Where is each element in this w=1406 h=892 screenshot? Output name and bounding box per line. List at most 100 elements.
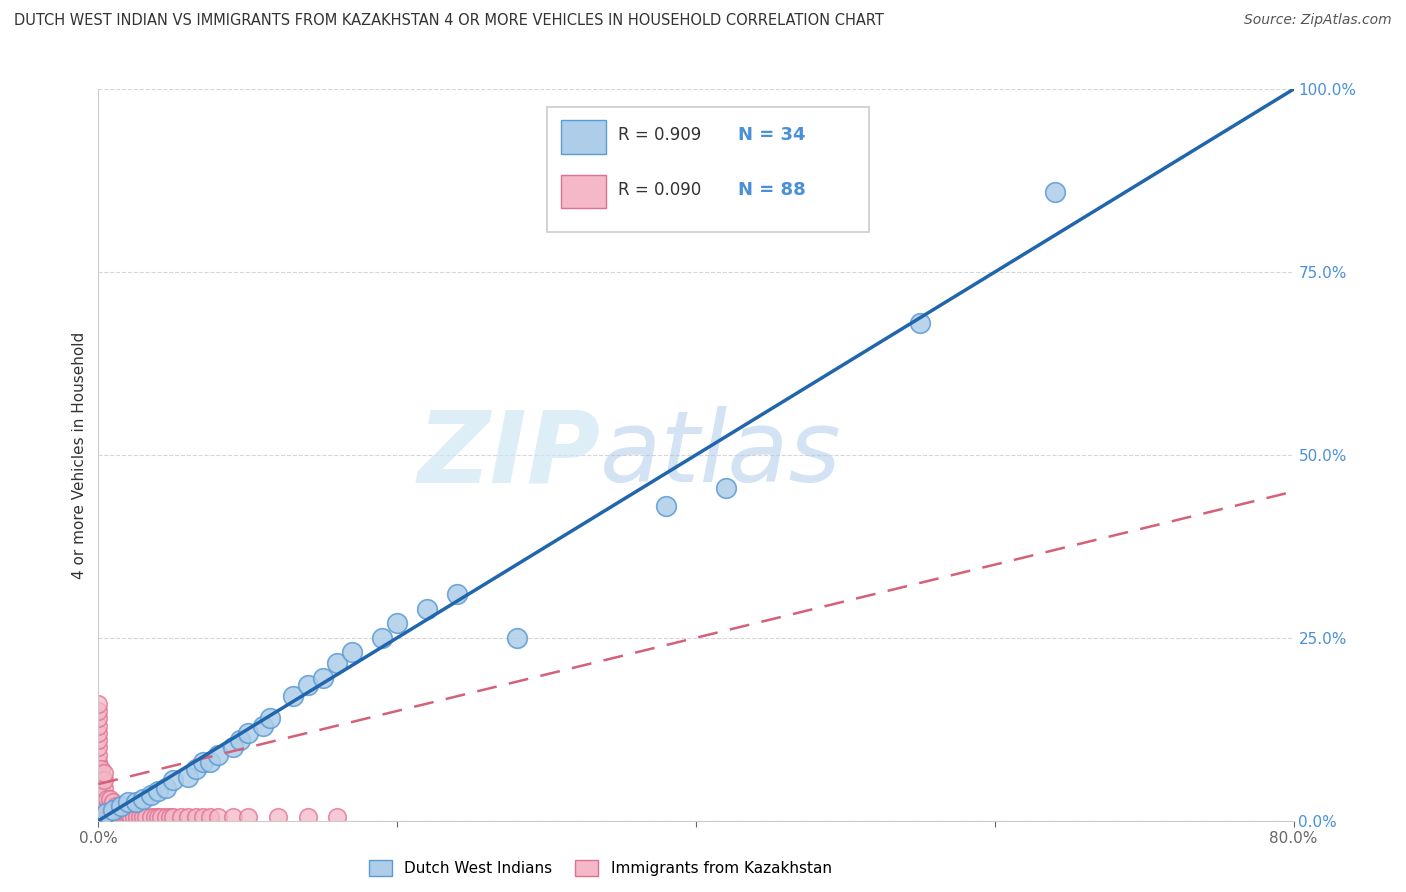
Point xyxy=(297,678,319,692)
Point xyxy=(87,770,110,784)
Point xyxy=(90,799,112,814)
Point xyxy=(155,810,177,824)
Point xyxy=(385,616,409,631)
Point xyxy=(87,711,110,725)
Point xyxy=(446,587,468,601)
Point xyxy=(103,803,125,817)
Point xyxy=(120,810,142,824)
Point xyxy=(105,810,128,824)
Point xyxy=(416,601,439,615)
FancyBboxPatch shape xyxy=(561,175,606,209)
Point xyxy=(90,791,112,805)
Point xyxy=(200,755,222,769)
Point xyxy=(162,810,184,824)
Point xyxy=(506,631,529,645)
Point xyxy=(129,810,152,824)
Point xyxy=(124,810,146,824)
Point xyxy=(714,481,737,495)
Text: R = 0.090: R = 0.090 xyxy=(619,181,702,199)
Point xyxy=(326,810,349,824)
Point xyxy=(655,499,678,513)
Point xyxy=(222,740,245,755)
Point xyxy=(139,810,162,824)
Point xyxy=(169,810,191,824)
Point xyxy=(150,810,173,824)
Point xyxy=(207,810,229,824)
Point xyxy=(281,690,304,704)
Point xyxy=(90,777,112,791)
Y-axis label: 4 or more Vehicles in Household: 4 or more Vehicles in Household xyxy=(72,331,87,579)
Point xyxy=(93,796,115,810)
Point xyxy=(93,810,115,824)
Point xyxy=(229,733,252,747)
Point xyxy=(191,755,214,769)
Point xyxy=(90,810,112,824)
Point xyxy=(87,799,110,814)
Point xyxy=(93,791,115,805)
Point xyxy=(111,806,134,821)
Point xyxy=(103,806,125,821)
Point xyxy=(125,796,148,810)
Point xyxy=(93,803,115,817)
Text: DUTCH WEST INDIAN VS IMMIGRANTS FROM KAZAKHSTAN 4 OR MORE VEHICLES IN HOUSEHOLD : DUTCH WEST INDIAN VS IMMIGRANTS FROM KAZ… xyxy=(14,13,884,29)
Point xyxy=(200,810,222,824)
Point xyxy=(87,740,110,755)
Text: N = 34: N = 34 xyxy=(738,127,806,145)
Point xyxy=(236,726,259,740)
Point xyxy=(87,791,110,805)
Point xyxy=(908,316,931,330)
Point xyxy=(93,766,115,780)
Point xyxy=(87,733,110,747)
Point xyxy=(1043,185,1066,199)
FancyBboxPatch shape xyxy=(561,120,606,153)
Point xyxy=(371,631,394,645)
Point xyxy=(96,791,118,805)
Text: N = 88: N = 88 xyxy=(738,181,806,199)
Point xyxy=(111,810,134,824)
Point xyxy=(108,810,131,824)
Point xyxy=(117,796,139,810)
Legend: Dutch West Indians, Immigrants from Kazakhstan: Dutch West Indians, Immigrants from Kaza… xyxy=(363,855,838,882)
Point xyxy=(87,704,110,718)
Point xyxy=(87,777,110,791)
Point xyxy=(87,788,110,802)
Point xyxy=(87,755,110,769)
Point xyxy=(98,791,122,805)
Point xyxy=(127,810,149,824)
Point xyxy=(87,747,110,762)
Point xyxy=(148,784,170,798)
Point xyxy=(93,788,115,802)
Point xyxy=(177,770,200,784)
Point xyxy=(90,806,112,821)
Text: atlas: atlas xyxy=(600,407,842,503)
Point xyxy=(311,671,333,685)
Point xyxy=(87,806,110,821)
Point xyxy=(103,810,125,824)
FancyBboxPatch shape xyxy=(547,108,869,232)
Point xyxy=(96,799,118,814)
Point xyxy=(87,718,110,732)
Point xyxy=(259,711,281,725)
Point xyxy=(90,763,112,777)
Text: Source: ZipAtlas.com: Source: ZipAtlas.com xyxy=(1244,13,1392,28)
Point xyxy=(87,810,110,824)
Point xyxy=(184,810,207,824)
Point xyxy=(155,780,177,795)
Point xyxy=(184,763,207,777)
Point xyxy=(114,806,136,821)
Point xyxy=(93,799,115,814)
Point xyxy=(132,810,155,824)
Point xyxy=(114,810,136,824)
Point xyxy=(93,773,115,788)
Point xyxy=(98,799,122,814)
Point xyxy=(148,810,170,824)
Point xyxy=(90,784,112,798)
Point xyxy=(326,657,349,671)
Point xyxy=(222,810,245,824)
Point xyxy=(143,810,166,824)
Point xyxy=(105,799,128,814)
Point xyxy=(252,718,274,732)
Point xyxy=(297,810,319,824)
Point xyxy=(87,726,110,740)
Point xyxy=(267,810,290,824)
